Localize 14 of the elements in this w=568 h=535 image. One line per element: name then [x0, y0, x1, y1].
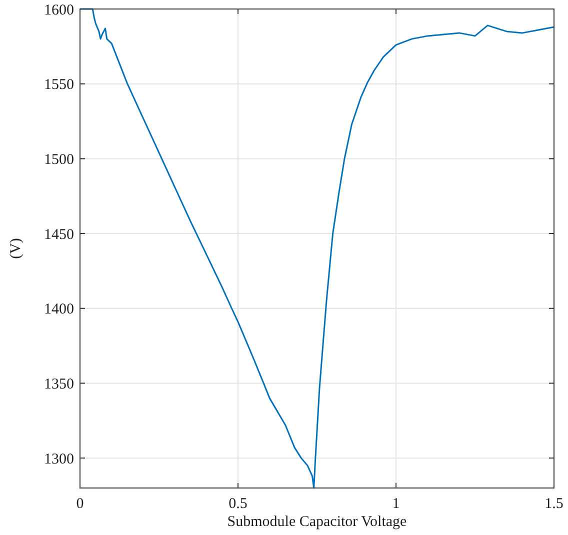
y-tick-label: 1400: [44, 302, 74, 318]
x-axis-title: Submodule Capacitor Voltage: [227, 514, 408, 530]
y-tick-label: 1500: [44, 152, 74, 168]
y-tick-label: 1600: [44, 2, 74, 18]
x-tick-label: 0: [76, 496, 84, 512]
line-series: [79, 8, 555, 489]
x-tick-label: 0.5: [228, 496, 248, 512]
y-tick-label: 1300: [44, 451, 74, 468]
x-tick-label: 1: [392, 496, 400, 512]
y-tick-label: 1350: [44, 376, 74, 392]
y-axis-title: (V): [8, 238, 24, 259]
x-tick-label: 1.5: [544, 496, 564, 512]
y-tick-label: 1450: [44, 226, 74, 243]
y-tick-label: 1550: [44, 77, 74, 94]
